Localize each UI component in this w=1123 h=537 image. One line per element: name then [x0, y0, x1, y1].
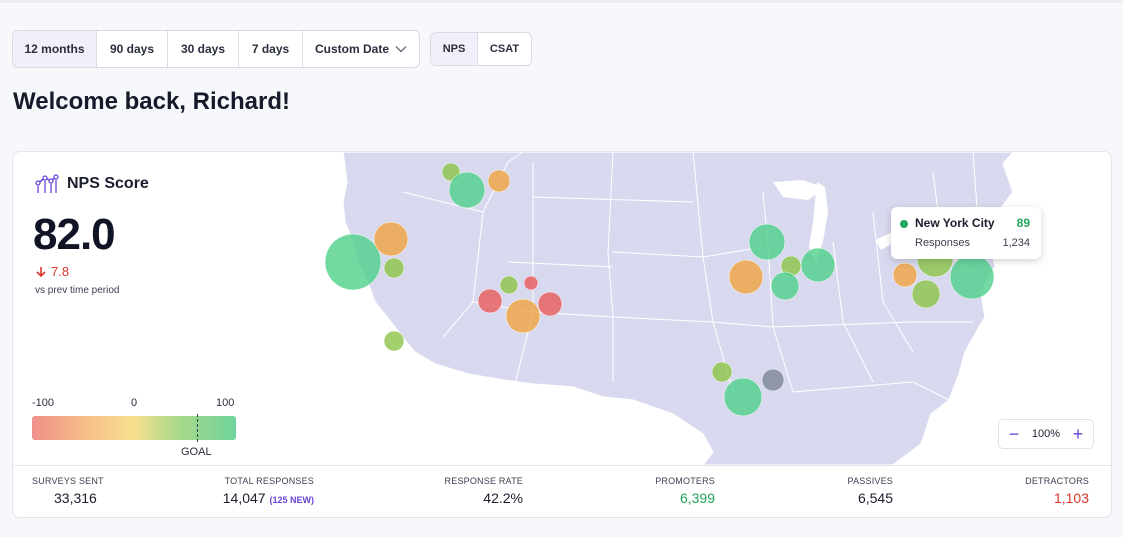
range-90-days-button[interactable]: 90 days	[97, 31, 168, 67]
top-divider	[0, 0, 1123, 3]
promoters-value: 6,399	[679, 490, 715, 506]
arrow-down-icon	[36, 266, 46, 277]
stat-total-responses: TOTAL RESPONSES 14,047 (125 NEW)	[213, 476, 314, 506]
bubble-wisconsin	[748, 223, 786, 261]
bubble-utah-1	[477, 288, 503, 314]
stat-passives: PASSIVES 6,545	[833, 476, 893, 506]
surveys-sent-value: 33,316	[54, 490, 97, 506]
bubble-colorado-2	[537, 291, 563, 317]
tooltip-city: New York City	[915, 216, 995, 230]
date-range-segmented-control: 12 months 90 days 30 days 7 days Custom …	[12, 30, 420, 68]
tooltip-nps-value: 89	[1016, 216, 1030, 230]
bubble-louisiana	[711, 361, 733, 383]
bubble-california-south	[383, 330, 405, 352]
great-lake-michigan	[809, 182, 828, 262]
bubble-texas	[723, 377, 763, 417]
total-responses-label: TOTAL RESPONSES	[224, 476, 314, 486]
bubble-montana-2	[448, 171, 486, 209]
custom-date-dropdown[interactable]: Custom Date	[303, 31, 419, 67]
nps-gradient-scale	[32, 416, 236, 440]
delta-caption: vs prev time period	[35, 285, 120, 296]
bubble-virginia	[911, 279, 941, 309]
passives-label: PASSIVES	[847, 476, 893, 486]
bubble-ohio	[800, 247, 836, 283]
zoom-in-button[interactable]: +	[1072, 424, 1084, 444]
scale-min-label: -100	[32, 397, 55, 409]
stat-response-rate: RESPONSE RATE 42.2%	[443, 476, 523, 506]
bubble-missouri	[728, 259, 764, 295]
bubble-arizona	[505, 298, 541, 334]
bubble-oregon	[373, 221, 409, 257]
tooltip-status-dot	[900, 220, 908, 228]
bubble-west-coast	[324, 233, 382, 291]
nps-card: NPS Score 82.0 7.8 vs prev time period -…	[12, 151, 1112, 518]
goal-label: GOAL	[181, 446, 212, 458]
scale-mid-label: 0	[131, 397, 138, 409]
tooltip-responses-value: 1,234	[1002, 237, 1030, 249]
metric-segmented-control: NPS CSAT	[430, 32, 532, 66]
bubble-utah-2	[499, 275, 519, 295]
promoters-label: PROMOTERS	[655, 476, 715, 486]
nps-delta: 7.8	[35, 264, 69, 279]
great-lake-superior	[773, 180, 825, 200]
total-responses-row: 14,047 (125 NEW)	[213, 490, 314, 506]
range-30-days-button[interactable]: 30 days	[168, 31, 239, 67]
new-responses-badge: (125 NEW)	[269, 495, 314, 505]
nps-score-header: NPS Score	[35, 174, 149, 194]
bubble-montana-3	[487, 169, 511, 193]
bubble-mississippi	[761, 368, 785, 392]
detractors-label: DETRACTORS	[1025, 476, 1089, 486]
metric-nps-button[interactable]: NPS	[431, 33, 478, 65]
nps-score-value: 82.0	[33, 210, 116, 259]
us-landmass	[342, 152, 1014, 465]
bubble-nevada	[383, 257, 405, 279]
detractors-value: 1,103	[1053, 490, 1089, 506]
tooltip-responses-label: Responses	[915, 237, 971, 249]
range-12-months-button[interactable]: 12 months	[13, 31, 97, 67]
bubble-new-york-city	[949, 254, 995, 300]
stat-detractors: DETRACTORS 1,103	[1013, 476, 1089, 506]
response-rate-label: RESPONSE RATE	[444, 476, 523, 486]
response-rate-value: 42.2%	[483, 490, 523, 506]
nps-delta-value: 7.8	[51, 264, 70, 279]
passives-value: 6,545	[857, 490, 893, 506]
zoom-out-button[interactable]: −	[1008, 424, 1020, 444]
total-responses-value: 14,047	[222, 490, 266, 506]
nps-score-title: NPS Score	[67, 175, 149, 192]
range-7-days-button[interactable]: 7 days	[239, 31, 303, 67]
zoom-level: 100%	[1031, 428, 1061, 440]
bubble-colorado-1	[523, 275, 539, 291]
us-map	[324, 152, 1014, 465]
custom-date-label: Custom Date	[314, 42, 389, 56]
response-bubbles	[324, 162, 995, 417]
stat-promoters: PROMOTERS 6,399	[643, 476, 715, 506]
surveys-sent-label: SURVEYS SENT	[32, 476, 104, 486]
metric-csat-button[interactable]: CSAT	[489, 43, 520, 55]
stats-bar: SURVEYS SENT 33,316 TOTAL RESPONSES 14,0…	[13, 465, 1111, 517]
nps-chart-icon	[35, 174, 59, 193]
bubble-indiana	[770, 271, 800, 301]
chevron-down-icon	[395, 46, 407, 53]
welcome-heading: Welcome back, Richard!	[13, 88, 290, 115]
map-tooltip: New York City 89 Responses 1,234	[891, 207, 1041, 259]
stat-surveys-sent: SURVEYS SENT 33,316	[32, 476, 104, 506]
scale-max-label: 100	[216, 397, 235, 409]
bubble-pennsylvania	[892, 262, 918, 288]
goal-marker	[197, 414, 198, 442]
map-zoom-control: − 100% +	[998, 419, 1094, 449]
